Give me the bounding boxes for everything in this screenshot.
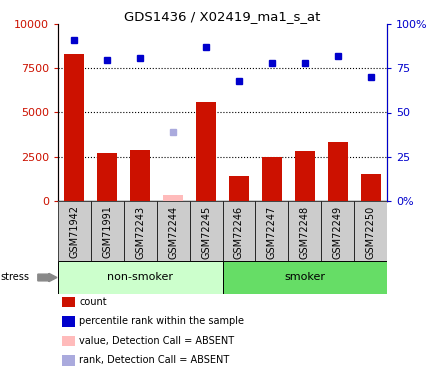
Text: GSM72249: GSM72249 bbox=[333, 206, 343, 258]
Text: non-smoker: non-smoker bbox=[107, 273, 173, 282]
Text: rank, Detection Call = ABSENT: rank, Detection Call = ABSENT bbox=[79, 356, 230, 365]
Bar bbox=[255, 201, 288, 261]
Bar bbox=[222, 261, 387, 294]
Bar bbox=[124, 201, 157, 261]
Bar bbox=[58, 201, 91, 261]
Bar bbox=[58, 261, 222, 294]
Text: value, Detection Call = ABSENT: value, Detection Call = ABSENT bbox=[79, 336, 235, 346]
Text: count: count bbox=[79, 297, 107, 307]
Text: GSM72247: GSM72247 bbox=[267, 206, 277, 259]
Text: GSM72243: GSM72243 bbox=[135, 206, 145, 258]
Text: GSM71991: GSM71991 bbox=[102, 206, 112, 258]
Bar bbox=[328, 142, 348, 201]
Bar bbox=[295, 151, 315, 201]
Bar bbox=[130, 150, 150, 201]
Bar bbox=[321, 201, 354, 261]
Bar bbox=[196, 102, 216, 201]
Bar bbox=[288, 201, 321, 261]
Bar bbox=[354, 201, 387, 261]
Text: stress: stress bbox=[0, 273, 29, 282]
Text: GSM71942: GSM71942 bbox=[69, 206, 79, 258]
Bar bbox=[229, 176, 249, 201]
Bar bbox=[91, 201, 124, 261]
Bar bbox=[97, 153, 117, 201]
Text: GSM72244: GSM72244 bbox=[168, 206, 178, 258]
Text: GSM72248: GSM72248 bbox=[300, 206, 310, 258]
Bar bbox=[190, 201, 222, 261]
Title: GDS1436 / X02419_ma1_s_at: GDS1436 / X02419_ma1_s_at bbox=[124, 10, 321, 23]
Bar bbox=[157, 201, 190, 261]
Text: GSM72250: GSM72250 bbox=[366, 206, 376, 259]
Bar bbox=[65, 54, 84, 201]
Bar bbox=[163, 195, 183, 201]
Text: GSM72245: GSM72245 bbox=[201, 206, 211, 259]
Bar bbox=[222, 201, 255, 261]
Bar bbox=[262, 157, 282, 201]
Bar bbox=[361, 174, 380, 201]
Text: percentile rank within the sample: percentile rank within the sample bbox=[79, 316, 244, 326]
Text: GSM72246: GSM72246 bbox=[234, 206, 244, 258]
Text: smoker: smoker bbox=[284, 273, 325, 282]
